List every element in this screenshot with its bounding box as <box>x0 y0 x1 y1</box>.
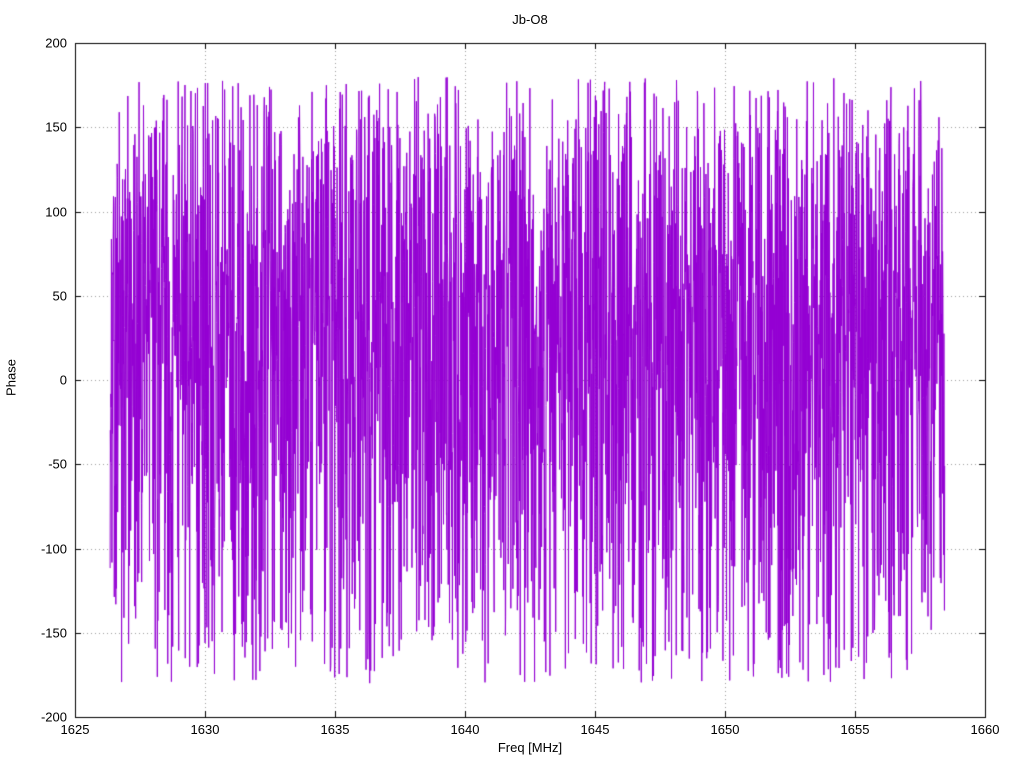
chart-title: Jb-O8 <box>512 12 548 27</box>
x-tick-label: 1640 <box>450 722 480 737</box>
y-tick-label: 50 <box>52 288 67 304</box>
x-tick-label: 1625 <box>60 722 90 737</box>
x-tick-label: 1660 <box>970 722 1000 737</box>
x-tick-label: 1645 <box>580 722 610 737</box>
y-tick-label: 100 <box>45 204 67 219</box>
y-tick-label: 200 <box>45 35 67 51</box>
y-tick-label: 0 <box>59 372 67 388</box>
y-tick-label: -50 <box>48 456 67 472</box>
y-tick-label: -100 <box>40 541 67 556</box>
y-tick-label: -150 <box>40 625 67 641</box>
x-tick-label: 1655 <box>840 722 870 737</box>
x-tick-label: 1635 <box>320 722 350 737</box>
y-tick-label: 150 <box>45 119 67 135</box>
x-axis-label: Freq [MHz] <box>497 740 563 755</box>
x-tick-label: 1650 <box>710 722 740 737</box>
y-tick-label: -200 <box>40 709 67 725</box>
x-tick-label: 1630 <box>190 722 220 737</box>
